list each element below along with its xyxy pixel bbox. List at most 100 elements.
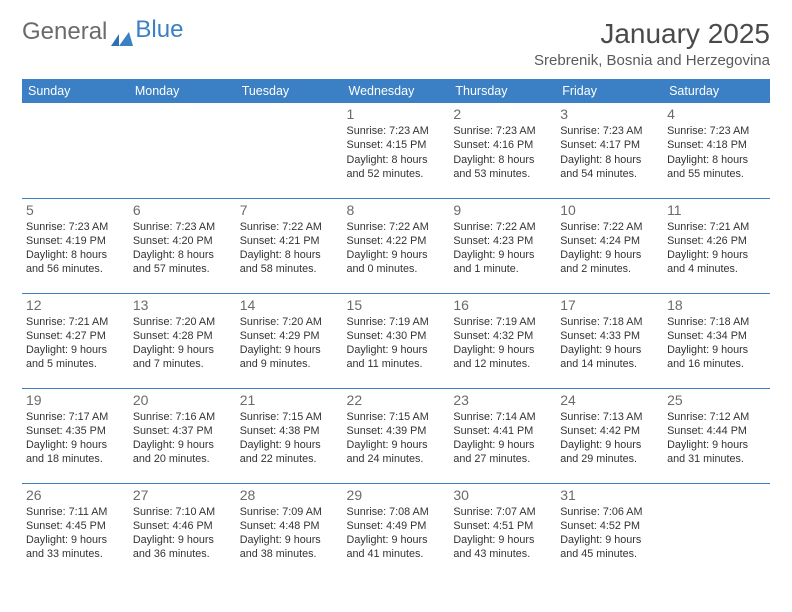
day-header: Saturday bbox=[663, 79, 770, 103]
daylight-text: and 5 minutes. bbox=[26, 357, 125, 371]
sunset-text: Sunset: 4:17 PM bbox=[560, 138, 659, 152]
day-number: 9 bbox=[453, 202, 552, 218]
sunset-text: Sunset: 4:19 PM bbox=[26, 234, 125, 248]
daylight-text: and 36 minutes. bbox=[133, 547, 232, 561]
calendar-cell: 15Sunrise: 7:19 AMSunset: 4:30 PMDayligh… bbox=[343, 293, 450, 388]
sunrise-text: Sunrise: 7:23 AM bbox=[133, 220, 232, 234]
sunrise-text: Sunrise: 7:08 AM bbox=[347, 505, 446, 519]
sunset-text: Sunset: 4:23 PM bbox=[453, 234, 552, 248]
calendar-cell: 24 Sunrise: 7:13 AMSunset: 4:42 PMDayligh… bbox=[556, 388, 663, 483]
day-entry: Sunrise: 7:22 AMSunset: 4:24 PMDaylight:… bbox=[560, 220, 659, 277]
day-entry: Sunrise: 7:13 AMSunset: 4:42 PMDaylight:… bbox=[560, 410, 659, 467]
sunrise-text: Sunrise: 7:23 AM bbox=[667, 124, 766, 138]
sunrise-text: Sunrise: 7:22 AM bbox=[347, 220, 446, 234]
sunrise-text: Sunrise: 7:21 AM bbox=[26, 315, 125, 329]
day-number: 3 bbox=[560, 106, 659, 122]
daylight-text: and 1 minute. bbox=[453, 262, 552, 276]
calendar-cell: 31Sunrise: 7:06 AMSunset: 4:52 PMDayligh… bbox=[556, 483, 663, 578]
sunrise-text: Sunrise: 7:18 AM bbox=[560, 315, 659, 329]
calendar-week: 5Sunrise: 7:23 AMSunset: 4:19 PMDaylight… bbox=[22, 198, 770, 293]
daylight-text: Daylight: 9 hours bbox=[453, 438, 552, 452]
calendar-cell: 22Sunrise: 7:15 AMSunset: 4:39 PMDayligh… bbox=[343, 388, 450, 483]
day-header-row: Sunday Monday Tuesday Wednesday Thursday… bbox=[22, 79, 770, 103]
day-number: 17 bbox=[560, 297, 659, 313]
sunset-text: Sunset: 4:48 PM bbox=[240, 519, 339, 533]
day-header: Friday bbox=[556, 79, 663, 103]
day-entry: Sunrise: 7:11 AMSunset: 4:45 PMDaylight:… bbox=[26, 505, 125, 562]
sunrise-text: Sunrise: 7:15 AM bbox=[347, 410, 446, 424]
daylight-text: Daylight: 9 hours bbox=[26, 343, 125, 357]
daylight-text: Daylight: 9 hours bbox=[667, 438, 766, 452]
daylight-text: Daylight: 9 hours bbox=[347, 533, 446, 547]
calendar-cell bbox=[236, 103, 343, 198]
day-entry: Sunrise: 7:20 AMSunset: 4:29 PMDaylight:… bbox=[240, 315, 339, 372]
calendar-cell: 23Sunrise: 7:14 AMSunset: 4:41 PMDayligh… bbox=[449, 388, 556, 483]
day-number: 18 bbox=[667, 297, 766, 313]
daylight-text: Daylight: 8 hours bbox=[133, 248, 232, 262]
sunset-text: Sunset: 4:20 PM bbox=[133, 234, 232, 248]
sunset-text: Sunset: 4:15 PM bbox=[347, 138, 446, 152]
sunrise-text: Sunrise: 7:16 AM bbox=[133, 410, 232, 424]
calendar-cell: 10Sunrise: 7:22 AMSunset: 4:24 PMDayligh… bbox=[556, 198, 663, 293]
logo: General Blue bbox=[22, 18, 183, 46]
day-number: 23 bbox=[453, 392, 552, 408]
sunrise-text: Sunrise: 7:06 AM bbox=[560, 505, 659, 519]
day-entry: Sunrise: 7:18 AMSunset: 4:33 PMDaylight:… bbox=[560, 315, 659, 372]
daylight-text: Daylight: 9 hours bbox=[453, 533, 552, 547]
sunset-text: Sunset: 4:28 PM bbox=[133, 329, 232, 343]
day-number: 1 bbox=[347, 106, 446, 122]
day-number: 24 bbox=[560, 392, 659, 408]
daylight-text: and 16 minutes. bbox=[667, 357, 766, 371]
daylight-text: and 58 minutes. bbox=[240, 262, 339, 276]
sunrise-text: Sunrise: 7:19 AM bbox=[347, 315, 446, 329]
sunset-text: Sunset: 4:46 PM bbox=[133, 519, 232, 533]
day-header: Thursday bbox=[449, 79, 556, 103]
day-number: 21 bbox=[240, 392, 339, 408]
sunset-text: Sunset: 4:45 PM bbox=[26, 519, 125, 533]
day-number: 8 bbox=[347, 202, 446, 218]
sunset-text: Sunset: 4:30 PM bbox=[347, 329, 446, 343]
day-entry: Sunrise: 7:19 AMSunset: 4:32 PMDaylight:… bbox=[453, 315, 552, 372]
calendar-cell: 28Sunrise: 7:09 AMSunset: 4:48 PMDayligh… bbox=[236, 483, 343, 578]
day-entry: Sunrise: 7:22 AMSunset: 4:23 PMDaylight:… bbox=[453, 220, 552, 277]
calendar-cell: 29Sunrise: 7:08 AMSunset: 4:49 PMDayligh… bbox=[343, 483, 450, 578]
sunrise-text: Sunrise: 7:23 AM bbox=[347, 124, 446, 138]
calendar-cell: 13Sunrise: 7:20 AMSunset: 4:28 PMDayligh… bbox=[129, 293, 236, 388]
daylight-text: and 24 minutes. bbox=[347, 452, 446, 466]
day-entry: Sunrise: 7:21 AMSunset: 4:26 PMDaylight:… bbox=[667, 220, 766, 277]
day-number: 6 bbox=[133, 202, 232, 218]
daylight-text: and 57 minutes. bbox=[133, 262, 232, 276]
calendar-cell: 25 Sunrise: 7:12 AMSunset: 4:44 PMDayligh… bbox=[663, 388, 770, 483]
calendar-cell bbox=[129, 103, 236, 198]
calendar-cell: 16 Sunrise: 7:19 AMSunset: 4:32 PMDayligh… bbox=[449, 293, 556, 388]
location: Srebrenik, Bosnia and Herzegovina bbox=[534, 52, 770, 69]
calendar-cell: 18Sunrise: 7:18 AMSunset: 4:34 PMDayligh… bbox=[663, 293, 770, 388]
day-header: Tuesday bbox=[236, 79, 343, 103]
day-number: 16 bbox=[453, 297, 552, 313]
sunset-text: Sunset: 4:44 PM bbox=[667, 424, 766, 438]
sunrise-text: Sunrise: 7:19 AM bbox=[453, 315, 552, 329]
sunrise-text: Sunrise: 7:23 AM bbox=[560, 124, 659, 138]
daylight-text: Daylight: 8 hours bbox=[347, 153, 446, 167]
day-number: 12 bbox=[26, 297, 125, 313]
daylight-text: and 54 minutes. bbox=[560, 167, 659, 181]
sunrise-text: Sunrise: 7:12 AM bbox=[667, 410, 766, 424]
daylight-text: Daylight: 9 hours bbox=[240, 533, 339, 547]
day-number: 25 bbox=[667, 392, 766, 408]
day-number: 22 bbox=[347, 392, 446, 408]
daylight-text: and 53 minutes. bbox=[453, 167, 552, 181]
day-header: Wednesday bbox=[343, 79, 450, 103]
daylight-text: and 0 minutes. bbox=[347, 262, 446, 276]
calendar-cell bbox=[22, 103, 129, 198]
day-entry: Sunrise: 7:20 AMSunset: 4:28 PMDaylight:… bbox=[133, 315, 232, 372]
sunset-text: Sunset: 4:34 PM bbox=[667, 329, 766, 343]
daylight-text: and 20 minutes. bbox=[133, 452, 232, 466]
title-block: January 2025 Srebrenik, Bosnia and Herze… bbox=[534, 18, 770, 69]
sunset-text: Sunset: 4:32 PM bbox=[453, 329, 552, 343]
day-entry: Sunrise: 7:19 AMSunset: 4:30 PMDaylight:… bbox=[347, 315, 446, 372]
day-entry: Sunrise: 7:23 AMSunset: 4:19 PMDaylight:… bbox=[26, 220, 125, 277]
daylight-text: Daylight: 9 hours bbox=[560, 248, 659, 262]
daylight-text: and 22 minutes. bbox=[240, 452, 339, 466]
sunset-text: Sunset: 4:29 PM bbox=[240, 329, 339, 343]
daylight-text: and 14 minutes. bbox=[560, 357, 659, 371]
